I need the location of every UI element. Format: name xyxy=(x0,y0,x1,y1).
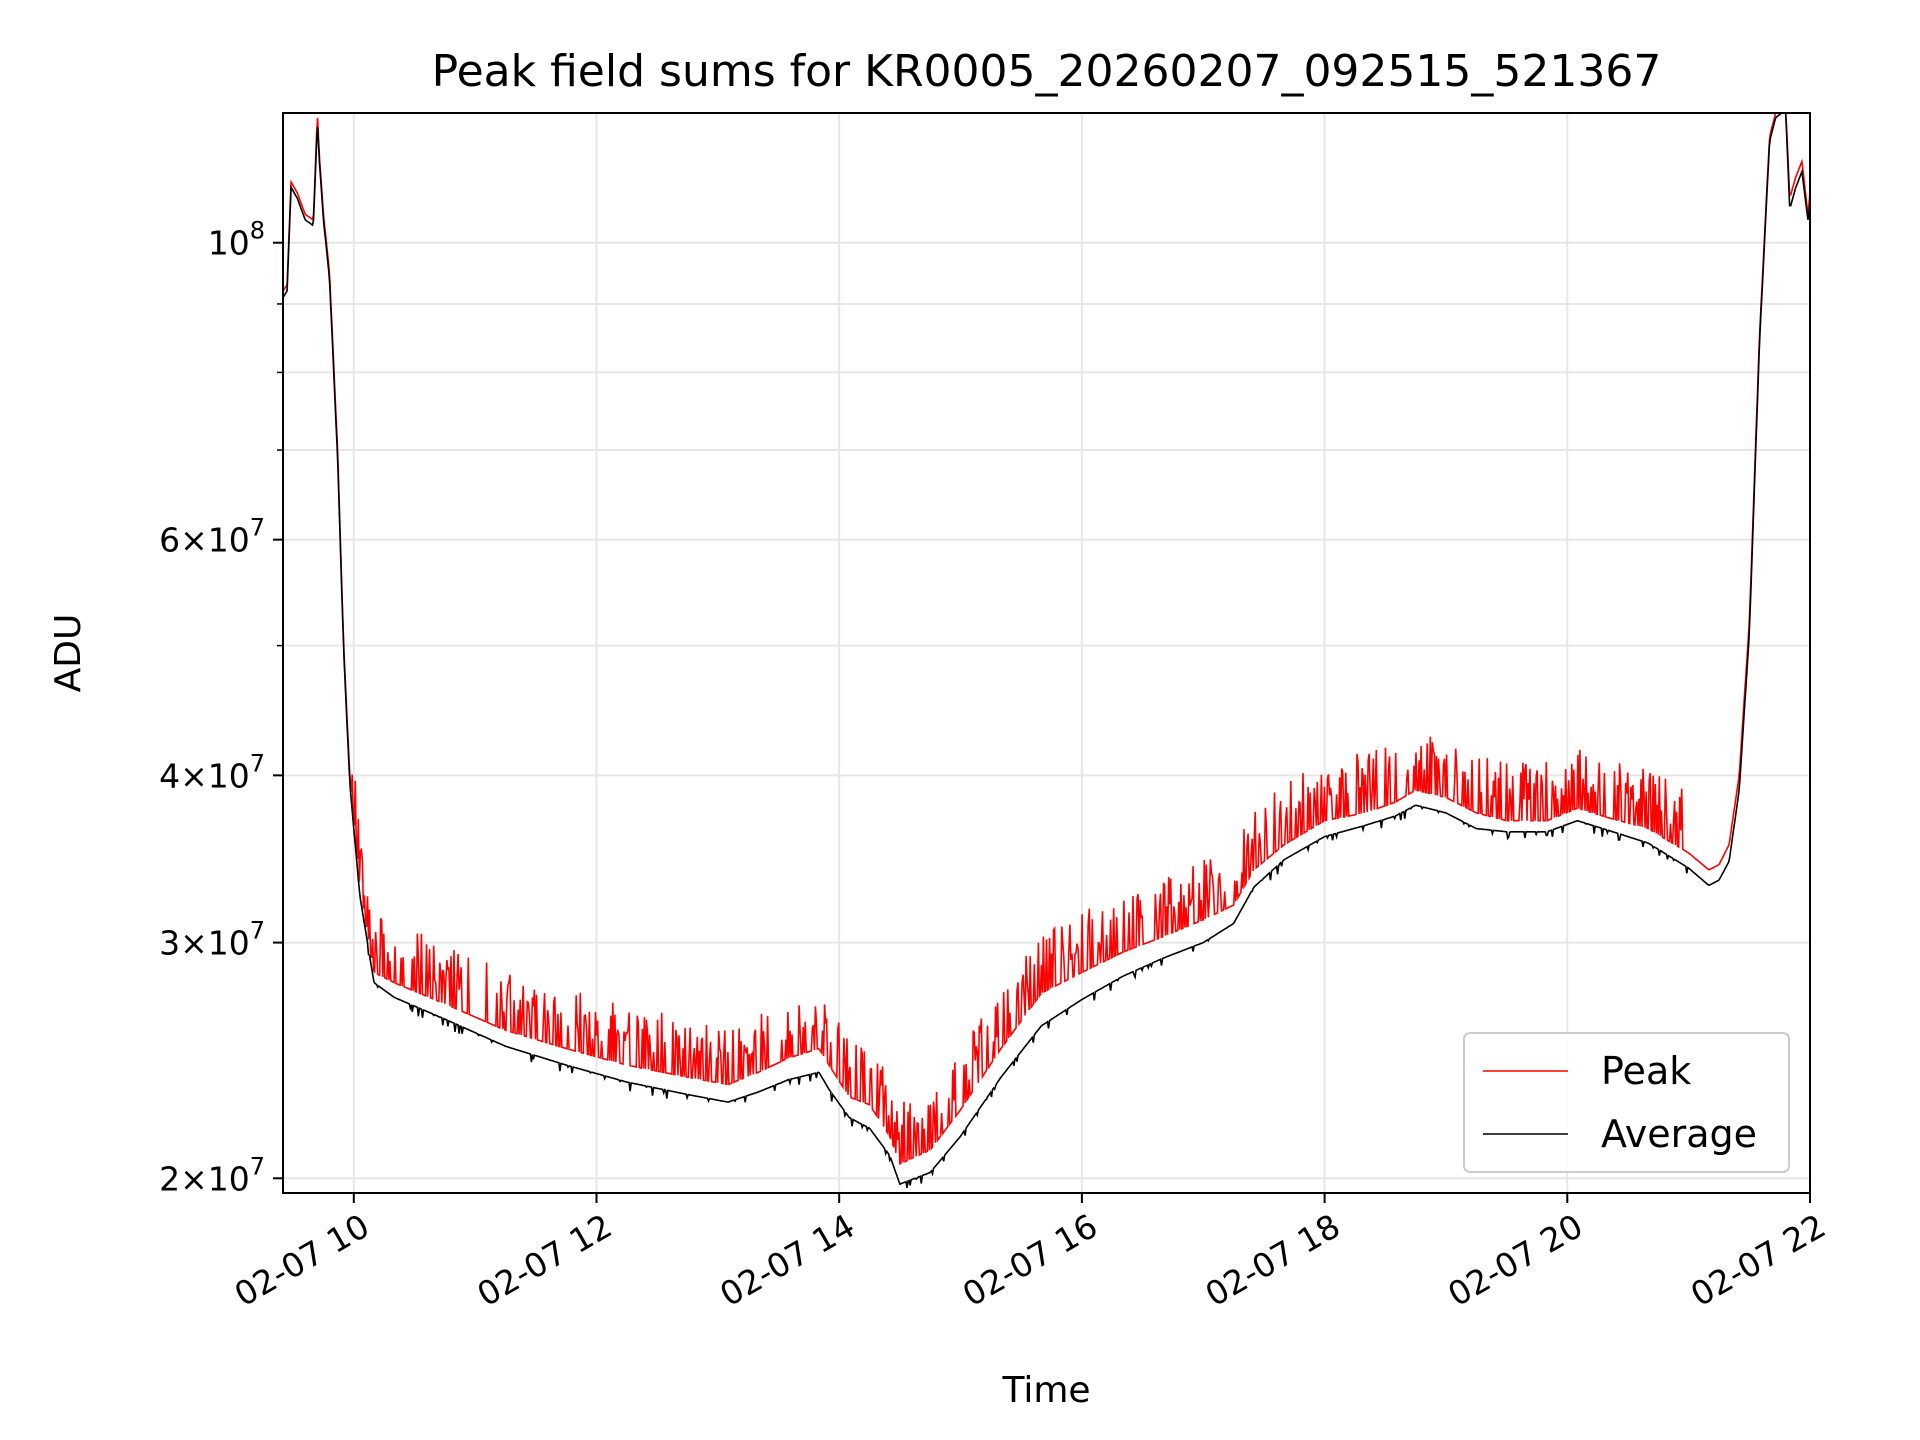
y-tick-label: 6×107 xyxy=(159,514,265,560)
legend: Peak Average xyxy=(1463,1032,1790,1173)
series-line-peak xyxy=(283,113,1810,1166)
legend-label-average: Average xyxy=(1601,1112,1757,1156)
plot-frame xyxy=(282,112,1811,1194)
y-tick-label: 108 xyxy=(208,217,265,263)
y-tick-label: 3×107 xyxy=(159,917,265,963)
grid xyxy=(283,113,1811,1193)
series-line-average xyxy=(283,113,1810,1189)
series-lines xyxy=(283,113,1810,1189)
plot-area xyxy=(283,113,1810,1189)
y-tick-label: 4×107 xyxy=(159,749,265,795)
legend-label-peak: Peak xyxy=(1601,1049,1691,1093)
y-tick-label: 2×107 xyxy=(159,1152,265,1198)
legend-box xyxy=(1463,1032,1790,1173)
chart-title: Peak field sums for KR0005_20260207_0925… xyxy=(432,46,1662,97)
x-axis-label: Time xyxy=(1001,1370,1090,1411)
y-axis-ticks: 108 6×107 4×107 3×107 2×107 xyxy=(159,217,283,1198)
y-axis-label: ADU xyxy=(48,614,89,693)
